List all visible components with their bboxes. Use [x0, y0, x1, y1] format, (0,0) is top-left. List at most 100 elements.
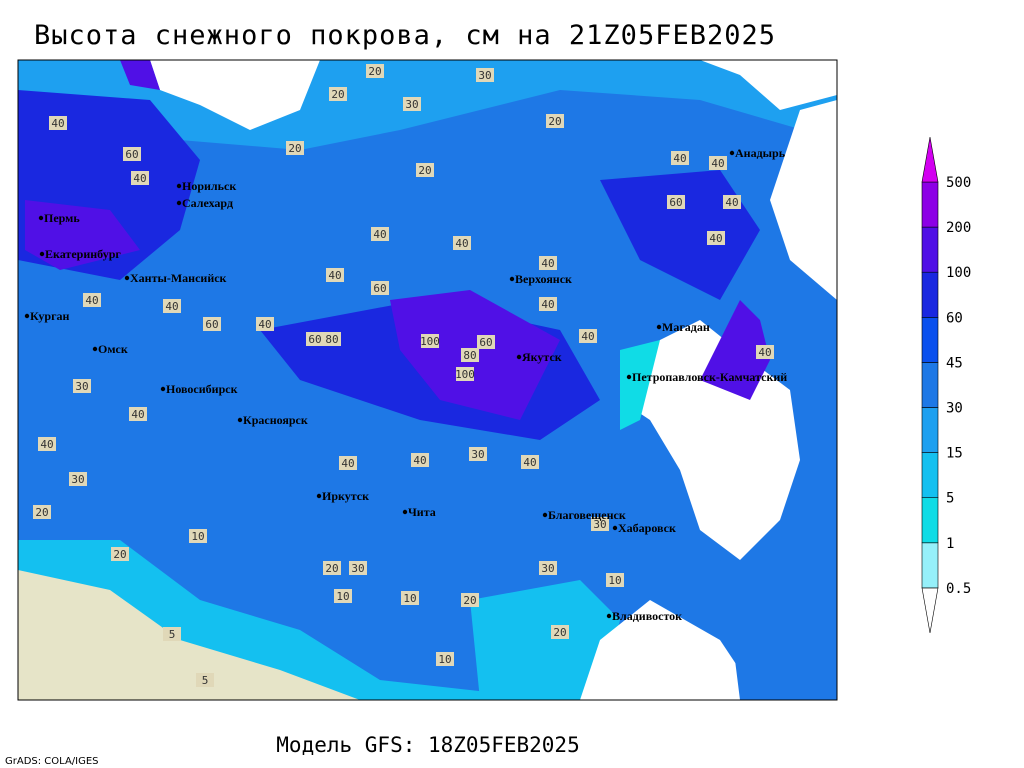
contour-label: 40 — [709, 232, 722, 245]
contour-label-bg — [49, 116, 67, 130]
contour-label: 20 — [418, 164, 431, 177]
city-dot — [160, 386, 166, 392]
colorbar-label: 45 — [946, 355, 963, 371]
contour-label: 40 — [165, 300, 178, 313]
contour-label: 100 — [420, 335, 440, 348]
city-label: Ханты-Мансийск — [130, 271, 227, 285]
city-dot — [509, 276, 515, 282]
contour-label: 20 — [548, 115, 561, 128]
contour-label-bg — [551, 625, 569, 639]
contour-label-bg — [203, 317, 221, 331]
contour-label: 60 — [669, 196, 682, 209]
city-label: Новосибирск — [166, 382, 238, 396]
contour-label: 40 — [51, 117, 64, 130]
contour-label-bg — [476, 68, 494, 82]
contour-label: 40 — [725, 196, 738, 209]
city-dot — [542, 512, 548, 518]
contour-label-bg — [339, 456, 357, 470]
contour-label: 40 — [541, 298, 554, 311]
city-dot — [316, 493, 322, 499]
city-label: Омск — [98, 342, 128, 356]
contour-label: 30 — [471, 448, 484, 461]
contour-label-bg — [371, 281, 389, 295]
colorbar-box — [921, 542, 939, 589]
colorbar-box — [921, 362, 939, 408]
city-dot — [729, 150, 735, 156]
city-label: Благовещенск — [548, 508, 626, 522]
colorbar-label: 0.5 — [946, 581, 971, 597]
contour-label: 20 — [35, 506, 48, 519]
city-label: Якутск — [522, 350, 562, 364]
contour-label: 10 — [438, 653, 451, 666]
city-label: Екатеринбург — [45, 247, 121, 261]
contour-label: 80 — [463, 349, 476, 362]
colorbar-label: 200 — [946, 220, 971, 236]
footer: Модель GFS: 18Z05FEB2025 — [276, 733, 579, 757]
contour-label: 10 — [191, 530, 204, 543]
contour-label: 40 — [85, 294, 98, 307]
contour-label-bg — [539, 297, 557, 311]
contour-label-bg — [163, 299, 181, 313]
contour-label-bg — [591, 517, 609, 531]
colorbar-high — [921, 136, 939, 183]
contour-label-bg — [329, 87, 347, 101]
contour-label-bg — [323, 332, 341, 346]
contour-label-bg — [453, 236, 471, 250]
contour-label-bg — [73, 379, 91, 393]
city-label: Пермь — [44, 211, 80, 225]
contour-label: 100 — [455, 368, 475, 381]
colorbar-box — [921, 271, 939, 318]
contour-label: 20 — [368, 65, 381, 78]
contour-label-bg — [366, 64, 384, 78]
contour-label: 10 — [608, 574, 621, 587]
contour-label: 10 — [336, 590, 349, 603]
contour-label-bg — [33, 505, 51, 519]
city-label: Салехард — [182, 196, 233, 210]
contour-label-bg — [521, 455, 539, 469]
contour-label: 20 — [463, 594, 476, 607]
colorbar-box — [921, 407, 939, 453]
contour-label: 20 — [113, 548, 126, 561]
colorbar-label: 5 — [946, 491, 954, 507]
contour-label-bg — [83, 293, 101, 307]
contour-label: 40 — [673, 152, 686, 165]
contour-label-bg — [579, 329, 597, 343]
colorbar-label: 500 — [946, 175, 971, 191]
contour-label: 40 — [541, 257, 554, 270]
contour-label-bg — [709, 156, 727, 170]
colorbar-low — [921, 587, 939, 633]
contour-label: 40 — [581, 330, 594, 343]
contour-label-bg — [456, 367, 474, 381]
map-frame — [17, 59, 838, 701]
city-label: Анадырь — [735, 146, 786, 160]
colorbar-label: 60 — [946, 310, 963, 326]
title: Высота снежного покрова, см на 21Z05FEB2… — [34, 20, 776, 51]
contour-label: 40 — [455, 237, 468, 250]
contour-label-bg — [667, 195, 685, 209]
city-dot — [656, 324, 662, 330]
contour-label: 20 — [325, 562, 338, 575]
city-dot — [176, 200, 182, 206]
contour-label: 40 — [133, 172, 146, 185]
contour-label: 40 — [328, 269, 341, 282]
colorbar-label: 30 — [946, 401, 963, 417]
city-label: Красноярск — [243, 413, 308, 427]
colorbar-label: 100 — [946, 265, 971, 281]
contour-label: 40 — [341, 457, 354, 470]
contour-label-bg — [323, 561, 341, 575]
contour-label: 30 — [75, 380, 88, 393]
contour-label: 40 — [40, 438, 53, 451]
colorbar-box — [921, 181, 939, 228]
city-label: Верхоянск — [515, 272, 572, 286]
contour-label-bg — [256, 317, 274, 331]
city-dot — [38, 215, 44, 221]
colorbar-box — [921, 452, 939, 499]
city-dot — [176, 183, 182, 189]
city-label: Петропавловск-Камчатский — [632, 370, 787, 384]
contour-label-bg — [129, 407, 147, 421]
contour-label: 40 — [758, 346, 771, 359]
contour-label-bg — [123, 147, 141, 161]
contour-label: 40 — [258, 318, 271, 331]
